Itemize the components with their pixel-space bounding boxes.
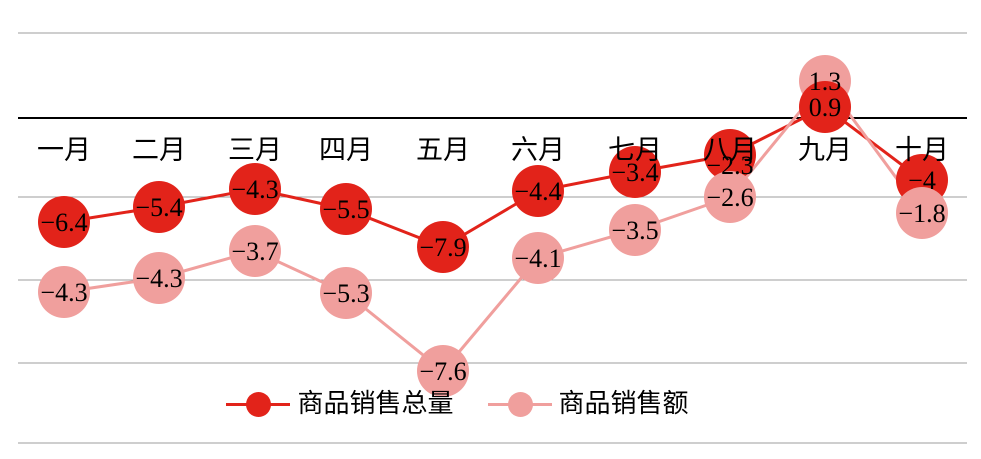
category-label: 五月 xyxy=(416,135,470,165)
legend-label-series2: 商品销售额 xyxy=(558,389,689,418)
series1-value-label: −5.5 xyxy=(322,195,369,224)
series1-value-label: −7.9 xyxy=(419,233,466,262)
series1-marker xyxy=(799,81,851,133)
series2-value-label: −3.5 xyxy=(611,216,658,245)
series2-marker xyxy=(133,252,185,304)
category-label: 十月 xyxy=(895,135,949,165)
series2-marker xyxy=(38,266,90,318)
category-label: 一月 xyxy=(37,135,91,165)
series2-marker xyxy=(417,345,469,397)
category-label: 四月 xyxy=(319,135,373,165)
legend-label-series1: 商品销售总量 xyxy=(297,389,454,418)
legend-item-series2: 商品销售额 xyxy=(487,389,689,419)
category-label: 七月 xyxy=(608,135,662,165)
legend-item-series1: 商品销售总量 xyxy=(226,389,454,419)
series1-marker xyxy=(609,146,661,198)
chart-legend: 商品销售总量 商品销售额 xyxy=(0,389,948,419)
series2-value-label: −7.6 xyxy=(419,357,466,386)
series1-value-label: −3.4 xyxy=(611,158,658,187)
legend-swatch-series2 xyxy=(487,391,552,417)
category-label: 六月 xyxy=(511,135,565,165)
series2-line xyxy=(63,78,924,374)
legend-swatch-series1 xyxy=(226,391,291,417)
series1-value-label: −4 xyxy=(908,166,936,195)
series2-marker xyxy=(704,171,756,223)
series1-line xyxy=(63,105,923,249)
series1-value-label: −6.4 xyxy=(40,208,87,237)
series2-marker xyxy=(609,204,661,256)
series2-value-label: −1.8 xyxy=(898,199,945,228)
legend-marker-icon xyxy=(246,391,272,417)
series2-marker xyxy=(512,232,564,284)
series1-value-label: −5.4 xyxy=(135,193,182,222)
category-label: 九月 xyxy=(798,135,852,165)
series2-marker xyxy=(229,225,281,277)
series2-value-label: −4.1 xyxy=(514,244,561,273)
series1-marker xyxy=(512,165,564,217)
series2-marker xyxy=(320,267,372,319)
series2-value-label: −2.6 xyxy=(706,183,753,212)
series2-value-label: −5.3 xyxy=(322,279,369,308)
series1-marker xyxy=(38,196,90,248)
legend-marker-icon xyxy=(507,391,533,417)
series1-marker xyxy=(417,221,469,273)
category-label: 八月 xyxy=(703,135,757,165)
category-label: 二月 xyxy=(132,135,186,165)
series1-marker xyxy=(133,181,185,233)
series1-marker xyxy=(320,183,372,235)
series2-value-label: −4.3 xyxy=(40,278,87,307)
series1-marker xyxy=(229,163,281,215)
series2-marker xyxy=(896,187,948,239)
series2-value-label: −3.7 xyxy=(231,237,278,266)
series1-value-label: −4.4 xyxy=(514,177,561,206)
category-label: 三月 xyxy=(228,135,282,165)
series1-marker xyxy=(704,129,756,181)
series2-value-label: −4.3 xyxy=(135,264,182,293)
series1-value-label: −2.3 xyxy=(706,151,753,180)
series1-value-label: 0.9 xyxy=(809,93,842,122)
series2-value-label: 1.3 xyxy=(809,67,842,96)
series1-value-label: −4.3 xyxy=(231,175,278,204)
